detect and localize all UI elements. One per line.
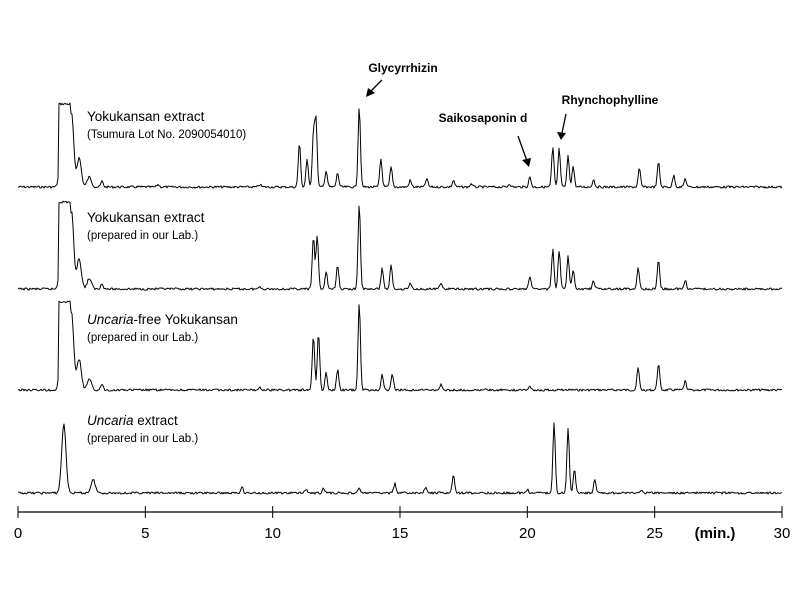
- x-tick-label-1: 5: [141, 525, 149, 542]
- series-2-sublabel: (prepared in our Lab.): [87, 230, 198, 242]
- series-1-label: Yokukansan extract: [87, 109, 205, 124]
- saikosaponin-label: Saikosaponin d: [439, 111, 528, 125]
- x-tick-label-4: 20: [519, 525, 536, 542]
- saikosaponin-arrow-head: [522, 158, 531, 167]
- trace-1: [17, 102, 783, 189]
- rhynchophylline-arrow-head: [557, 132, 566, 140]
- glycyrrhizin-arrow-head: [366, 88, 375, 97]
- glycyrrhizin-arrow: [369, 79, 383, 93]
- series-3-label-italic: Uncaria: [87, 312, 134, 327]
- glycyrrhizin-label: Glycyrrhizin: [368, 61, 437, 75]
- series-1-label-text: Yokukansan extract: [87, 109, 205, 124]
- series-3-label-text: -free Yokukansan: [134, 312, 238, 327]
- series-4-label-italic: Uncaria: [87, 413, 134, 428]
- chromatogram-traces: [17, 102, 783, 495]
- series-3-label: Uncaria-free Yokukansan: [87, 312, 238, 327]
- x-tick-label-3: 15: [392, 525, 409, 542]
- x-tick-label-0: 0: [14, 525, 22, 542]
- x-axis-unit-label: (min.): [695, 525, 736, 542]
- trace-2: [17, 200, 783, 291]
- trace-3: [17, 300, 783, 392]
- series-4-sublabel: (prepared in our Lab.): [87, 433, 198, 445]
- series-1-sublabel: (Tsumura Lot No. 2090054010): [87, 129, 246, 141]
- rhynchophylline-label: Rhynchophylline: [562, 93, 659, 107]
- saikosaponin-arrow: [517, 135, 528, 162]
- series-4-label: Uncaria extract: [87, 413, 178, 428]
- x-tick-label-2: 10: [264, 525, 281, 542]
- series-3-sublabel: (prepared in our Lab.): [87, 332, 198, 344]
- trace-4: [17, 422, 783, 495]
- x-tick-label-6: 30: [774, 525, 791, 542]
- series-2-label: Yokukansan extract: [87, 210, 205, 225]
- series-4-label-text: extract: [134, 413, 179, 428]
- x-tick-label-5: 25: [646, 525, 663, 542]
- series-2-label-text: Yokukansan extract: [87, 210, 205, 225]
- rhynchophylline-arrow: [561, 113, 567, 134]
- x-axis-ticks: 0 5 10 15 20 25 30: [14, 506, 791, 542]
